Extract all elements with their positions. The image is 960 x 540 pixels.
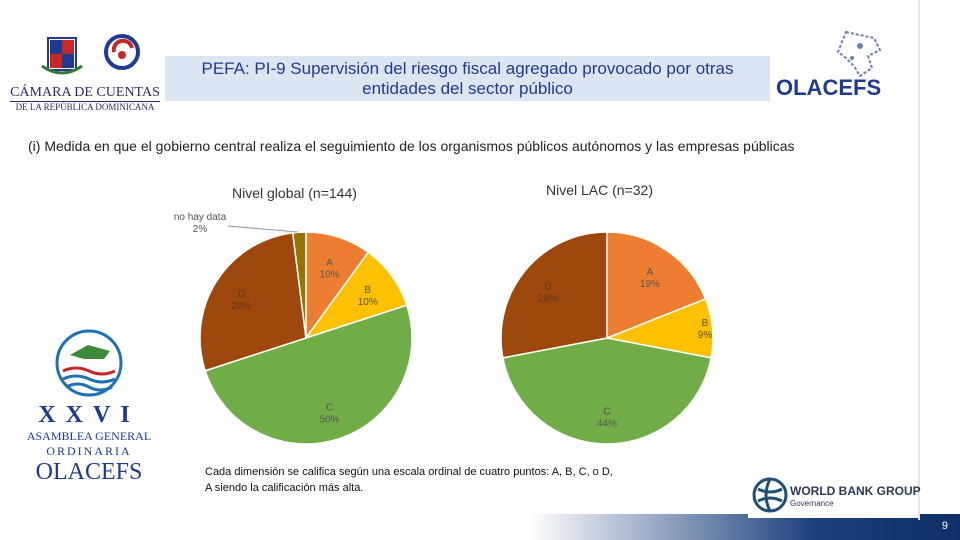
pie-label-cat-0-C: C [326,403,333,414]
right-divider [918,0,920,520]
pie-slice-1-C [501,337,713,445]
pie-label-val-0-no-hay-data: 2% [193,224,208,235]
pie-label-cat-0-D: D [238,289,245,300]
pie-slice-1-A [606,231,707,340]
page-number: 9 [941,520,948,532]
pie-slice-0-D [199,231,307,372]
asamblea-line1: ASAMBLEA GENERAL [26,429,152,443]
pie-label-val-0-B: 10% [358,297,378,308]
pie-slice-1-D [500,231,608,359]
island-waves-icon [55,329,123,397]
page-title: PEFA: PI-9 Supervisión del riesgo fiscal… [165,56,770,101]
pie-slice-0-no-hay-data [291,231,307,339]
leader-line-no-data [227,225,299,233]
pie-label-val-1-A: 19% [640,279,660,290]
pie-label-val-0-D: 28% [232,301,252,312]
pie-label-cat-0-no-hay-data: no hay data [174,212,227,223]
chart-title-global: Nivel global (n=144) [232,185,357,201]
camara-de-cuentas-logo: CÁMARA DE CUENTAS DE LA REPÚBLICA DOMINI… [10,30,160,112]
world-bank-unit: Governance [790,499,834,508]
pie-label-cat-1-A: A [647,267,654,278]
coat-of-arms-icon [41,34,140,75]
olacefs-logo: OLACEFS [776,28,896,108]
pie-label-val-1-D: 28% [538,293,558,304]
pie-label-val-1-C: 44% [597,418,617,429]
pie-label-cat-0-B: B [364,285,371,296]
pie-label-val-0-C: 50% [320,415,340,426]
camara-country: DE LA REPÚBLICA DOMINICANA [10,101,160,112]
pie-slice-0-C [204,304,413,445]
pie-label-cat-1-D: D [545,281,552,292]
camara-name: CÁMARA DE CUENTAS [10,85,160,100]
pie-label-val-1-B: 9% [698,330,713,341]
pie-label-val-0-A: 10% [320,269,340,280]
world-bank-logo: WORLD BANK GROUP Governance [748,472,921,518]
scale-note-line1: Cada dimensión se califica según una esc… [205,466,613,478]
asamblea-number: XXVI [38,402,140,428]
section-subtitle: (i) Medida en que el gobierno central re… [28,138,795,154]
page-title-text: PEFA: PI-9 Supervisión del riesgo fiscal… [201,59,734,98]
scale-note: Cada dimensión se califica según una esc… [205,464,613,496]
asamblea-org: OLACEFS [35,459,143,485]
pie-label-cat-0-A: A [326,257,333,268]
pie-label-cat-1-B: B [702,318,709,329]
olacefs-wordmark: OLACEFS [776,75,882,100]
americas-map-icon [836,30,882,78]
world-bank-name: WORLD BANK GROUP [790,484,921,498]
globe-icon [752,477,788,513]
pie-label-cat-1-C: C [603,406,610,417]
asamblea-logo: XXVI ASAMBLEA GENERAL ORDINARIA OLACEFS [18,325,160,485]
footer-bar [0,514,960,540]
scale-note-line2: A siendo la calificación más alta. [205,482,364,494]
chart-title-lac: Nivel LAC (n=32) [546,182,653,198]
asamblea-line2: ORDINARIA [46,444,132,458]
